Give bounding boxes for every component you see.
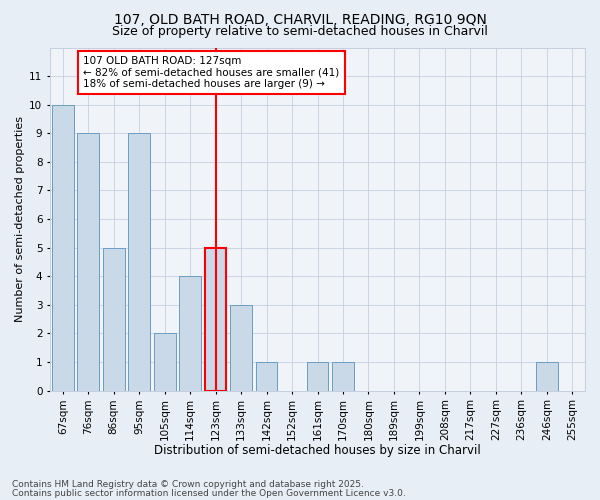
Bar <box>230 305 252 390</box>
Bar <box>256 362 277 390</box>
Bar <box>103 248 125 390</box>
Bar <box>52 104 74 391</box>
Bar <box>307 362 328 390</box>
Bar <box>154 334 176 390</box>
Text: Contains HM Land Registry data © Crown copyright and database right 2025.: Contains HM Land Registry data © Crown c… <box>12 480 364 489</box>
X-axis label: Distribution of semi-detached houses by size in Charvil: Distribution of semi-detached houses by … <box>154 444 481 458</box>
Bar <box>332 362 354 390</box>
Bar <box>77 134 99 390</box>
Bar <box>179 276 201 390</box>
Text: 107, OLD BATH ROAD, CHARVIL, READING, RG10 9QN: 107, OLD BATH ROAD, CHARVIL, READING, RG… <box>113 12 487 26</box>
Text: Contains public sector information licensed under the Open Government Licence v3: Contains public sector information licen… <box>12 488 406 498</box>
Bar <box>128 134 150 390</box>
Y-axis label: Number of semi-detached properties: Number of semi-detached properties <box>15 116 25 322</box>
Bar <box>536 362 557 390</box>
Text: 107 OLD BATH ROAD: 127sqm
← 82% of semi-detached houses are smaller (41)
18% of : 107 OLD BATH ROAD: 127sqm ← 82% of semi-… <box>83 56 340 90</box>
Bar <box>205 248 226 390</box>
Text: Size of property relative to semi-detached houses in Charvil: Size of property relative to semi-detach… <box>112 25 488 38</box>
